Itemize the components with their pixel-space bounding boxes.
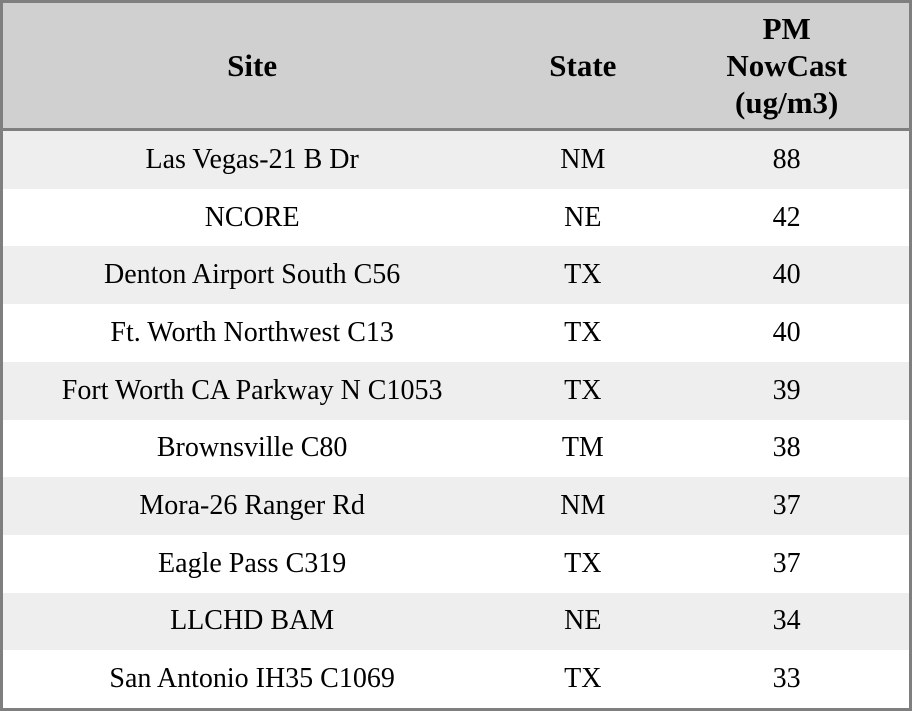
col-header-pm-nowcast: PM NowCast (ug/m3) [664,10,909,122]
pm-value-cell: 40 [772,316,801,348]
state-cell: NE [564,605,602,637]
table-row: NCORE NE 42 [3,188,909,247]
site-cell: Brownsville C80 [156,432,348,464]
table-row: Brownsville C80 TM 38 [3,419,909,478]
state-cell: TX [564,547,602,579]
table-row: Fort Worth CA Parkway N C1053 TX 39 [3,361,909,420]
pm-value-cell: 42 [772,201,801,233]
state-cell: TX [564,316,602,348]
site-cell: Denton Airport South C56 [103,259,401,291]
site-cell: San Antonio IH35 C1069 [109,663,395,695]
state-cell: NM [560,490,606,522]
pm-value-cell: 39 [772,374,801,406]
state-cell: TX [564,374,602,406]
col-header-state: State [549,47,617,83]
pm-value-cell: 40 [772,259,801,291]
state-cell: TX [564,663,602,695]
state-cell: TM [561,432,604,464]
site-cell: NCORE [204,201,300,233]
state-cell: NE [564,201,602,233]
pm-value-cell: 88 [772,143,801,175]
table-row: Mora-26 Ranger Rd NM 37 [3,477,909,535]
pm-header-line-2: NowCast [726,47,847,83]
pm-header-line-3: (ug/m3) [735,85,839,121]
pm-value-cell: 37 [772,547,801,579]
state-cell: TX [564,259,602,291]
pm-value-cell: 34 [772,605,801,637]
table-row: Las Vegas-21 B Dr NM 88 [3,131,909,189]
pm-header-line-1: PM [762,10,811,46]
site-cell: Mora-26 Ranger Rd [139,490,365,522]
table-row: Denton Airport South C56 TX 40 [3,246,909,305]
table-header-row: Site State PM NowCast (ug/m3) [3,3,909,131]
table-body: Las Vegas-21 B Dr NM 88 NCORE NE 42 Dent… [3,131,909,708]
site-cell: Ft. Worth Northwest C13 [110,316,394,348]
table-row: Ft. Worth Northwest C13 TX 40 [3,304,909,362]
table-row: Eagle Pass C319 TX 37 [3,534,909,593]
table-row: San Antonio IH35 C1069 TX 33 [3,650,909,708]
site-cell: LLCHD BAM [170,605,335,637]
pm-value-cell: 33 [772,663,801,695]
pm-value-cell: 37 [772,490,801,522]
table-row: LLCHD BAM NE 34 [3,592,909,651]
site-cell: Eagle Pass C319 [158,547,347,579]
site-cell: Fort Worth CA Parkway N C1053 [61,374,443,406]
state-cell: NM [560,143,606,175]
pm-value-cell: 38 [772,432,801,464]
col-header-site: Site [227,47,278,83]
site-cell: Las Vegas-21 B Dr [145,143,359,175]
